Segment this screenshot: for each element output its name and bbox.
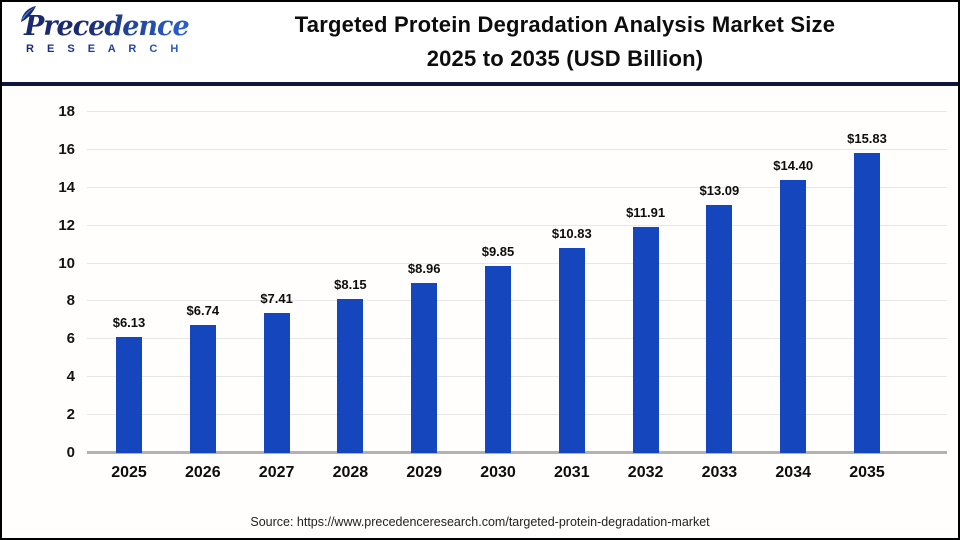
bar-2033 — [706, 205, 733, 453]
bar-2028 — [337, 298, 364, 453]
bar-2034 — [780, 180, 807, 453]
gridline-6 — [87, 338, 947, 340]
y-tick-label-18: 18 — [58, 103, 75, 120]
bar-value-label-2031: $10.83 — [551, 225, 592, 241]
bar-value-label-2025: $6.13 — [112, 314, 146, 330]
chart-title-line2: 2025 to 2035 (USD Billion) — [426, 46, 704, 71]
header-divider — [2, 82, 958, 86]
bar-2026 — [189, 325, 216, 453]
bar-2030 — [485, 266, 511, 453]
x-tick-label-2032: 2032 — [627, 464, 664, 481]
y-tick-label-6: 6 — [66, 330, 75, 348]
x-tick-label-2026: 2026 — [185, 464, 221, 481]
gridline-10 — [87, 262, 947, 264]
gridline-4 — [87, 376, 947, 378]
gridline-16 — [87, 148, 947, 150]
bar-2031 — [558, 247, 585, 453]
bar-value-label-2035: $15.83 — [847, 131, 887, 147]
logo-brand-text: Precedence — [20, 12, 190, 42]
bar-value-label-2028: $8.15 — [334, 276, 367, 292]
gridline-14 — [87, 186, 947, 188]
y-tick-label-10: 10 — [58, 254, 75, 272]
bar-value-label-2032: $11.91 — [626, 205, 666, 221]
y-tick-label-4: 4 — [66, 368, 75, 386]
x-tick-label-2028: 2028 — [332, 464, 369, 481]
y-tick-label-14: 14 — [58, 178, 75, 196]
precedence-research-logo: Precedence R E S E A R C H — [20, 6, 190, 55]
chart-title-line1: Targeted Protein Degradation Analysis Ma… — [294, 12, 836, 37]
chart-title: Targeted Protein Degradation Analysis Ma… — [182, 8, 948, 76]
x-tick-label-2035: 2035 — [849, 464, 885, 481]
bar-value-label-2030: $9.85 — [481, 244, 515, 260]
bar-value-label-2034: $14.40 — [773, 158, 814, 174]
y-tick-label-8: 8 — [66, 292, 75, 310]
gridline-2 — [87, 414, 947, 416]
chart-section: 0 2 4 6 8 10 12 14 16 18 $6.13 2025 $6.74 2026 $7.41 20… — [2, 86, 958, 538]
x-tick-label-2029: 2029 — [406, 464, 442, 481]
x-tick-label-2030: 2030 — [480, 464, 516, 481]
x-tick-label-2033: 2033 — [701, 464, 738, 481]
bar-value-label-2026: $6.74 — [186, 303, 220, 319]
bar-2025 — [116, 336, 142, 453]
bar-2027 — [263, 312, 290, 453]
gridline-12 — [87, 224, 947, 226]
bar-value-label-2033: $13.09 — [699, 183, 740, 199]
y-tick-label-12: 12 — [58, 216, 75, 234]
source-text: Source: https://www.precedenceresearch.c… — [250, 515, 710, 529]
header: Precedence R E S E A R C H Targeted Prot… — [2, 2, 958, 82]
x-tick-label-2025: 2025 — [111, 464, 147, 481]
y-tick-label-0: 0 — [66, 444, 75, 461]
x-tick-label-2031: 2031 — [554, 464, 590, 481]
x-tick-label-2027: 2027 — [258, 464, 295, 481]
logo-sub-text: R E S E A R C H — [20, 43, 190, 55]
bar-chart-plot: 0 2 4 6 8 10 12 14 16 18 $6.13 2025 $6.74 2026 $7.41 20… — [58, 103, 947, 481]
leaf-icon — [18, 5, 38, 30]
gridline-18 — [87, 111, 947, 112]
bar-value-label-2027: $7.41 — [260, 290, 293, 306]
bar-2035 — [854, 153, 880, 453]
y-tick-label-16: 16 — [58, 140, 75, 158]
x-tick-label-2034: 2034 — [775, 464, 811, 481]
bar-2032 — [632, 227, 659, 453]
bar-value-label-2029: $8.96 — [407, 261, 441, 277]
bar-2029 — [411, 283, 438, 453]
y-tick-label-2: 2 — [66, 406, 75, 424]
x-axis-baseline — [87, 451, 947, 454]
gridline-8 — [87, 300, 947, 302]
